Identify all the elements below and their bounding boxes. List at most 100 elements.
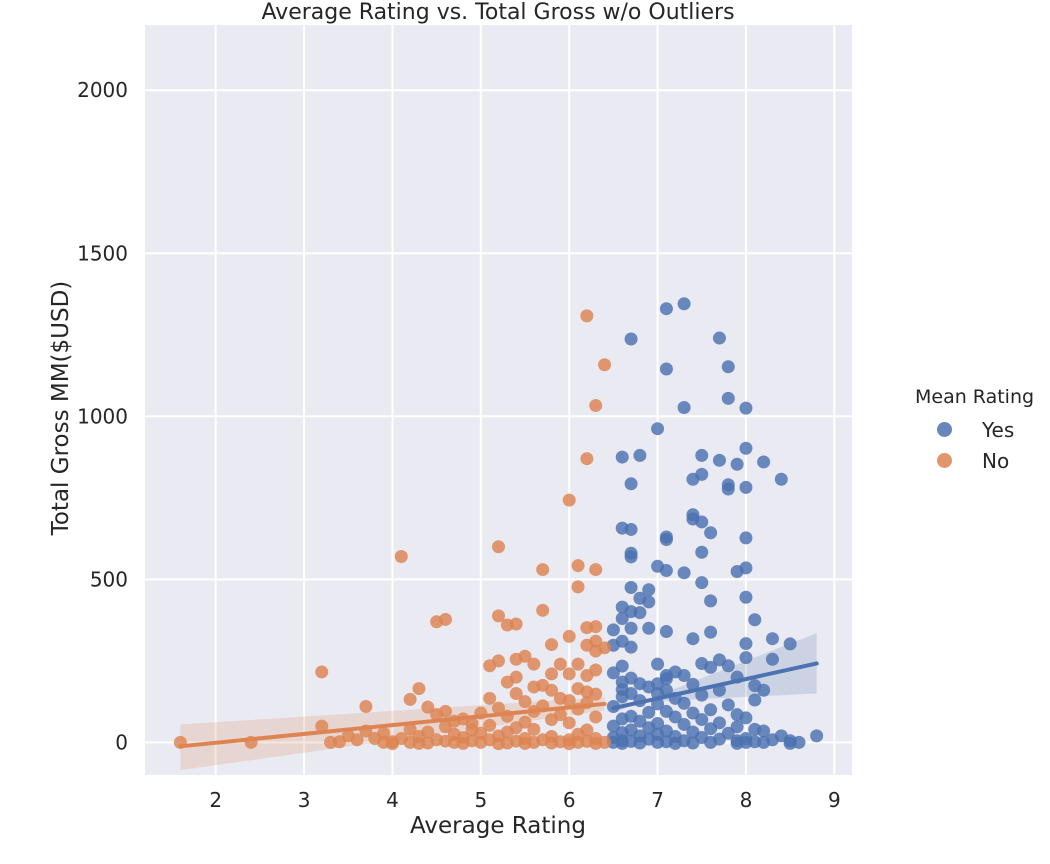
- data-point-no: [518, 736, 532, 750]
- data-point-yes: [659, 362, 673, 376]
- data-point-no: [324, 735, 338, 749]
- chart-title: Average Rating vs. Total Gross w/o Outli…: [261, 0, 734, 25]
- data-point-yes: [757, 735, 771, 749]
- data-point-no: [527, 680, 541, 694]
- data-point-no: [536, 563, 550, 577]
- data-point-yes: [695, 448, 709, 462]
- data-point-yes: [624, 640, 638, 654]
- data-point-no: [350, 733, 364, 747]
- data-point-no: [474, 735, 488, 749]
- legend-title: Mean Rating: [915, 386, 1035, 408]
- regression-lines: [178, 661, 819, 749]
- gridlines: [145, 25, 852, 775]
- data-point-no: [562, 694, 576, 708]
- data-point-no: [571, 580, 585, 594]
- data-point-no: [412, 682, 426, 696]
- data-point-yes: [695, 576, 709, 590]
- data-point-no: [589, 644, 603, 658]
- data-point-yes: [624, 477, 638, 491]
- data-point-no: [492, 609, 505, 623]
- legend-item-yes: Yes: [937, 414, 1045, 445]
- x-tick-label: 3: [298, 788, 311, 812]
- data-point-yes: [765, 632, 779, 646]
- legend-marker-no: [937, 453, 952, 468]
- legend-label-no: No: [982, 448, 1010, 473]
- data-point-yes: [668, 736, 682, 750]
- legend-item-no: No: [937, 445, 1045, 476]
- data-point-yes: [668, 710, 682, 724]
- data-point-no: [527, 657, 541, 671]
- data-point-no: [359, 700, 373, 714]
- data-point-yes: [695, 545, 709, 559]
- y-tick-label: 1500: [77, 241, 128, 265]
- data-point-yes: [633, 736, 647, 750]
- data-point-yes: [712, 453, 726, 467]
- data-point-yes: [659, 302, 673, 316]
- data-point-yes: [757, 724, 771, 738]
- data-point-yes: [624, 522, 638, 536]
- data-point-no: [403, 692, 417, 706]
- data-point-yes: [704, 625, 718, 639]
- x-tick-label: 9: [828, 788, 841, 812]
- data-point-no: [562, 737, 576, 751]
- data-point-yes: [730, 565, 744, 579]
- data-point-no: [315, 665, 329, 679]
- data-point-no: [598, 358, 612, 372]
- y-tick-labels: 0 500 1000 1500 2000: [77, 78, 128, 754]
- legend-marker-yes: [937, 422, 952, 437]
- data-point-no: [562, 716, 576, 730]
- data-point-no: [509, 686, 523, 700]
- legend: Mean Rating Yes No: [905, 386, 1045, 476]
- data-point-yes: [624, 332, 638, 346]
- x-tick-label: 2: [209, 788, 222, 812]
- data-point-yes: [704, 660, 718, 674]
- data-point-no: [438, 720, 452, 734]
- data-point-yes: [704, 735, 718, 749]
- x-axis-label: Average Rating: [410, 813, 586, 839]
- data-point-yes: [615, 659, 629, 673]
- regression-line-no: [178, 701, 607, 749]
- data-point-yes: [633, 606, 647, 620]
- data-point-yes: [739, 401, 753, 415]
- data-point-no: [509, 652, 523, 666]
- data-point-no: [589, 736, 603, 750]
- x-tick-label: 5: [474, 788, 487, 812]
- data-point-no: [412, 736, 426, 750]
- data-point-yes: [783, 637, 797, 651]
- data-point-yes: [721, 698, 735, 712]
- data-point-no: [545, 713, 559, 727]
- data-point-yes: [642, 583, 656, 597]
- data-point-yes: [686, 677, 700, 691]
- y-tick-label: 0: [115, 730, 128, 754]
- data-point-no: [545, 638, 559, 652]
- data-point-no: [483, 659, 497, 673]
- legend-label-yes: Yes: [982, 417, 1015, 442]
- y-tick-label: 2000: [77, 78, 128, 102]
- data-point-yes: [721, 659, 735, 673]
- data-point-no: [580, 309, 594, 323]
- data-point-yes: [633, 448, 647, 462]
- data-point-yes: [704, 526, 718, 540]
- data-point-no: [580, 452, 594, 466]
- data-point-no: [580, 621, 594, 635]
- data-point-yes: [774, 472, 788, 486]
- data-point-no: [483, 691, 497, 705]
- data-point-yes: [615, 450, 629, 464]
- data-point-yes: [721, 482, 735, 496]
- data-point-yes: [810, 729, 824, 743]
- data-point-yes: [677, 717, 691, 731]
- data-point-yes: [606, 623, 620, 637]
- data-point-no: [571, 657, 585, 671]
- data-point-yes: [765, 652, 779, 666]
- data-point-yes: [730, 457, 744, 471]
- data-point-no: [483, 718, 497, 732]
- data-point-yes: [642, 621, 656, 635]
- data-point-no: [562, 493, 576, 507]
- x-tick-label: 7: [651, 788, 664, 812]
- data-point-no: [421, 700, 435, 714]
- data-point-yes: [721, 391, 735, 405]
- data-point-yes: [757, 683, 771, 697]
- y-axis-label: Total Gross MM($USD): [48, 281, 74, 537]
- data-point-yes: [615, 712, 629, 726]
- data-point-yes: [659, 564, 673, 578]
